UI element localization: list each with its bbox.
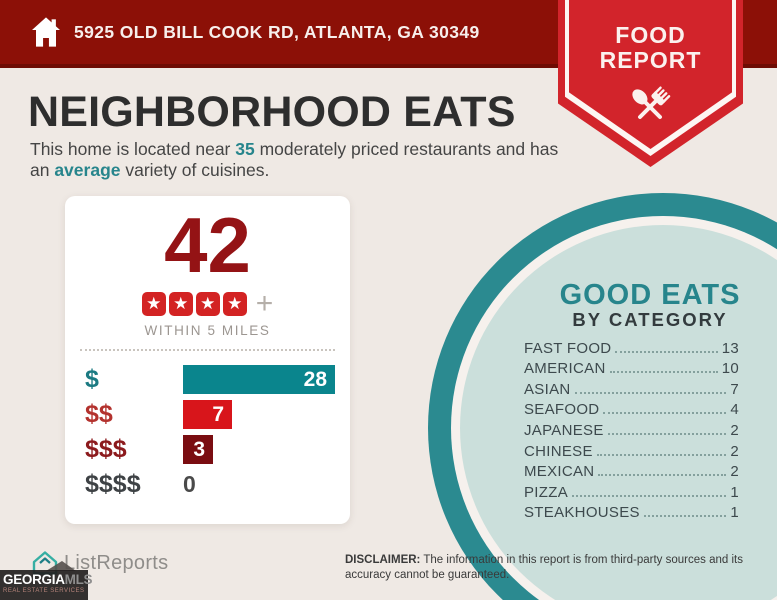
- subtitle-text: moderately priced restaurants and has an: [30, 139, 559, 180]
- category-value: 2: [730, 442, 739, 460]
- food-report-badge: FOOD REPORT: [558, 0, 743, 167]
- category-row: SEAFOOD 4: [524, 398, 739, 419]
- category-label: JAPANESE: [524, 421, 604, 439]
- dotted-leader: [615, 350, 718, 353]
- disclaimer-text: DISCLAIMER: The information in this repo…: [345, 554, 743, 581]
- dotted-leader: [607, 432, 727, 435]
- crossed-spoon-fork-icon: [619, 76, 681, 143]
- price-level-bar-chart: $ 28 $$ 7 $$$ 3 $$$$ 0: [65, 365, 350, 505]
- category-value: 4: [730, 401, 739, 419]
- category-label: PIZZA: [524, 483, 569, 501]
- category-label: MEXICAN: [524, 463, 595, 481]
- category-value: 1: [730, 504, 739, 522]
- price-level-label: $$$: [85, 435, 127, 463]
- dotted-leader: [596, 453, 727, 456]
- listreports-wordmark: ListReports: [64, 551, 169, 574]
- dotted-leader: [603, 412, 727, 415]
- bar-value: 0: [183, 471, 196, 497]
- plus-sign: +: [255, 287, 274, 320]
- price-bar: 28: [183, 365, 335, 394]
- category-value: 2: [730, 463, 739, 481]
- category-label: SEAFOOD: [524, 401, 600, 419]
- dotted-leader: [643, 515, 727, 518]
- bar-value: 3: [193, 437, 205, 461]
- category-row: CHINESE 2: [524, 439, 739, 460]
- variety-highlight: average: [54, 160, 121, 180]
- good-eats-title: GOOD EATS: [559, 279, 741, 311]
- star-icon: ★: [222, 292, 247, 316]
- bar-value: 7: [212, 402, 224, 426]
- dotted-leader: [609, 371, 718, 374]
- category-label: CHINESE: [524, 442, 593, 460]
- dotted-divider: [80, 349, 335, 351]
- star-icon: ★: [141, 292, 166, 316]
- star-icon: ★: [195, 292, 220, 316]
- dotted-leader: [598, 474, 727, 477]
- category-value: 10: [721, 360, 739, 378]
- price-level-label: $: [85, 365, 99, 393]
- subtitle-text: This home is located near: [30, 139, 236, 159]
- category-row: FAST FOOD 13: [524, 336, 739, 357]
- radius-label: WITHIN 5 MILES: [144, 323, 271, 338]
- category-label: ASIAN: [524, 380, 571, 398]
- category-row: PIZZA 1: [524, 480, 739, 501]
- price-bar-row: $$ 7: [65, 400, 350, 429]
- category-value: 1: [730, 483, 739, 501]
- dotted-leader: [574, 391, 727, 394]
- disclaimer-label: DISCLAIMER:: [345, 554, 421, 566]
- page-subtitle: This home is located near 35 moderately …: [30, 139, 570, 181]
- mls-roof-icon: [46, 561, 76, 571]
- category-row: MEXICAN 2: [524, 460, 739, 481]
- bar-value: 28: [303, 367, 327, 391]
- price-level-label: $$$$: [85, 470, 141, 498]
- dotted-leader: [572, 494, 727, 497]
- price-level-label: $$: [85, 400, 113, 428]
- property-address: 5925 OLD BILL COOK RD, ATLANTA, GA 30349: [74, 21, 480, 42]
- subtitle-text: variety of cuisines.: [120, 160, 270, 180]
- category-label: FAST FOOD: [524, 339, 612, 357]
- restaurant-stats-card: 42 ★ ★ ★ ★ + WITHIN 5 MILES $ 28 $$ 7: [65, 196, 350, 524]
- price-bar-row: $ 28: [65, 365, 350, 394]
- good-eats-subtitle: BY CATEGORY: [572, 309, 728, 330]
- category-row: STEAKHOUSES 1: [524, 501, 739, 522]
- total-restaurant-count: 42: [164, 201, 251, 289]
- category-value: 2: [730, 421, 739, 439]
- category-label: AMERICAN: [524, 360, 606, 378]
- category-value: 13: [721, 339, 739, 357]
- badge-title-line1: FOOD: [615, 22, 686, 48]
- price-bar: 7: [183, 400, 232, 429]
- mls-wordmark-georgia: GEORGIA: [3, 572, 65, 587]
- price-bar: 3: [183, 435, 213, 464]
- category-label: STEAKHOUSES: [524, 504, 640, 522]
- category-list: FAST FOOD 13 AMERICAN 10 ASIAN 7 SEAFOOD 4 J…: [524, 336, 739, 522]
- georgia-mls-logo: GEORGIAMLS REAL ESTATE SERVICES: [0, 570, 93, 600]
- badge-title-line2: REPORT: [599, 47, 702, 73]
- star-icon: ★: [168, 292, 193, 316]
- mls-tagline: REAL ESTATE SERVICES: [3, 588, 85, 594]
- page-title: NEIGHBORHOOD EATS: [28, 88, 516, 136]
- category-row: ASIAN 7: [524, 377, 739, 398]
- price-bar-row: $$$ 3: [65, 435, 350, 464]
- category-row: AMERICAN 10: [524, 357, 739, 378]
- category-value: 7: [730, 380, 739, 398]
- home-icon: [30, 14, 62, 55]
- star-rating: ★ ★ ★ ★ +: [65, 287, 350, 320]
- price-bar-row: $$$$ 0: [65, 470, 350, 499]
- category-row: JAPANESE 2: [524, 418, 739, 439]
- restaurant-count-highlight: 35: [235, 139, 255, 159]
- mls-wordmark-mls: MLS: [64, 572, 93, 587]
